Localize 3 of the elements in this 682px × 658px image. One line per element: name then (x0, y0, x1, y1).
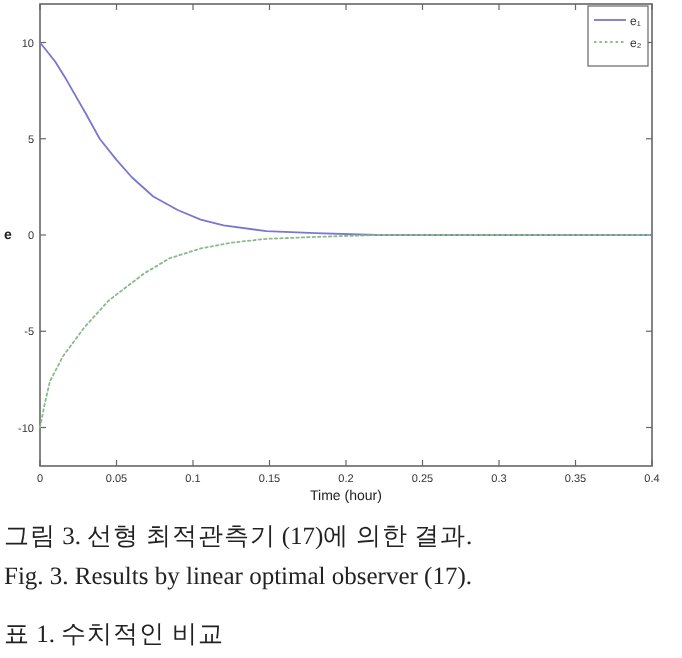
caption: Fig. 3. Results by linear optimal observer (17). (4, 562, 472, 590)
text: 표 1. 수치적인 비교 (4, 620, 224, 648)
caption: 그림 3. 선형 최적관측기 (17)에 의한 결과. (4, 522, 473, 550)
